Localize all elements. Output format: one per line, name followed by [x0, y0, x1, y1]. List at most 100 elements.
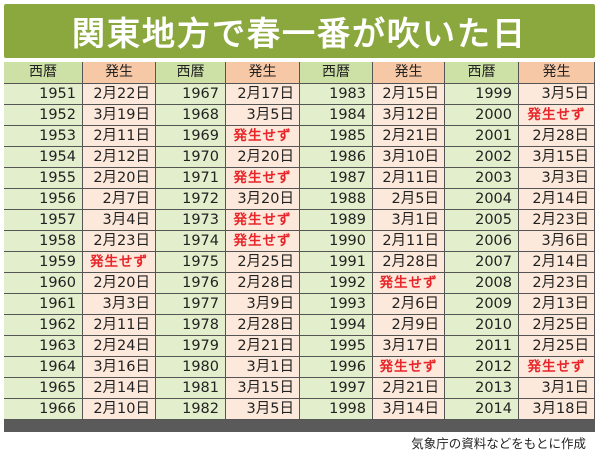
year-cell: 1972	[156, 189, 226, 210]
date-cell: 2月21日	[373, 126, 445, 147]
date-cell: 3月4日	[83, 210, 156, 231]
date-cell: 3月12日	[373, 105, 445, 126]
year-cell: 1976	[156, 273, 226, 294]
year-cell: 1973	[156, 210, 226, 231]
date-cell: 3月10日	[373, 147, 445, 168]
no-occurrence-cell: 発生せず	[226, 126, 300, 147]
date-cell: 3月16日	[83, 357, 156, 378]
year-cell: 1981	[156, 378, 226, 399]
source-note: 気象庁の資料などをもとに作成	[411, 436, 586, 451]
year-cell: 1967	[156, 84, 226, 105]
no-occurrence-cell: 発生せず	[226, 168, 300, 189]
year-cell: 2014	[445, 399, 519, 420]
date-cell: 3月3日	[519, 168, 595, 189]
date-cell: 2月14日	[83, 378, 156, 399]
year-cell: 1999	[445, 84, 519, 105]
year-cell: 1959	[4, 252, 83, 273]
year-cell: 1957	[4, 210, 83, 231]
date-cell: 2月23日	[519, 273, 595, 294]
no-occurrence-cell: 発生せず	[373, 357, 445, 378]
no-occurrence-cell: 発生せず	[519, 357, 595, 378]
column-header-occurrence: 発生	[519, 62, 595, 84]
date-cell: 2月6日	[373, 294, 445, 315]
no-occurrence-cell: 発生せず	[519, 105, 595, 126]
year-cell: 1960	[4, 273, 83, 294]
date-cell: 2月9日	[373, 315, 445, 336]
year-cell: 1962	[4, 315, 83, 336]
year-cell: 1980	[156, 357, 226, 378]
year-cell: 1983	[300, 84, 373, 105]
date-cell: 2月28日	[373, 252, 445, 273]
date-cell: 2月23日	[83, 231, 156, 252]
column-header-year: 西暦	[156, 62, 226, 84]
year-cell: 1982	[156, 399, 226, 420]
year-cell: 1995	[300, 336, 373, 357]
year-cell: 1975	[156, 252, 226, 273]
year-cell: 2004	[445, 189, 519, 210]
year-cell: 1970	[156, 147, 226, 168]
date-cell: 2月15日	[373, 84, 445, 105]
year-cell: 1978	[156, 315, 226, 336]
year-cell: 1985	[300, 126, 373, 147]
year-cell: 2011	[445, 336, 519, 357]
year-cell: 1958	[4, 231, 83, 252]
date-cell: 2月22日	[83, 84, 156, 105]
no-occurrence-cell: 発生せず	[373, 273, 445, 294]
year-cell: 1965	[4, 378, 83, 399]
date-cell: 3月15日	[519, 147, 595, 168]
year-cell: 1964	[4, 357, 83, 378]
year-cell: 1986	[300, 147, 373, 168]
column-header-occurrence: 発生	[373, 62, 445, 84]
date-cell: 2月17日	[226, 84, 300, 105]
date-cell: 2月10日	[83, 399, 156, 420]
page-title: 関東地方で春一番が吹いた日	[72, 14, 527, 53]
year-cell: 2000	[445, 105, 519, 126]
date-cell: 3月5日	[226, 399, 300, 420]
date-cell: 2月14日	[519, 189, 595, 210]
year-cell: 1991	[300, 252, 373, 273]
date-cell: 2月25日	[226, 252, 300, 273]
date-cell: 2月11日	[83, 126, 156, 147]
date-cell: 3月5日	[226, 105, 300, 126]
year-cell: 1988	[300, 189, 373, 210]
spring-wind-table: 西暦 発生 西暦 発生 西暦 発生 西暦 発生 1951 2月22日 1967 2月17日 1983 2月…	[4, 62, 595, 432]
year-cell: 2003	[445, 168, 519, 189]
year-cell: 2005	[445, 210, 519, 231]
date-cell: 3月14日	[373, 399, 445, 420]
column-header-occurrence: 発生	[83, 62, 156, 84]
no-occurrence-cell: 発生せず	[83, 252, 156, 273]
column-header-year: 西暦	[4, 62, 83, 84]
no-occurrence-cell: 発生せず	[226, 210, 300, 231]
year-cell: 1984	[300, 105, 373, 126]
date-cell: 2月20日	[226, 147, 300, 168]
date-cell: 2月5日	[373, 189, 445, 210]
year-cell: 2006	[445, 231, 519, 252]
date-cell: 2月7日	[83, 189, 156, 210]
date-cell: 2月14日	[519, 252, 595, 273]
year-cell: 2010	[445, 315, 519, 336]
year-cell: 1961	[4, 294, 83, 315]
year-cell: 2013	[445, 378, 519, 399]
date-cell: 2月28日	[226, 315, 300, 336]
date-cell: 2月11日	[83, 315, 156, 336]
year-cell: 1956	[4, 189, 83, 210]
date-cell: 2月25日	[519, 336, 595, 357]
date-cell: 3月19日	[83, 105, 156, 126]
date-cell: 3月1日	[519, 378, 595, 399]
date-cell: 2月12日	[83, 147, 156, 168]
year-cell: 1996	[300, 357, 373, 378]
date-cell: 2月24日	[83, 336, 156, 357]
date-cell: 3月20日	[226, 189, 300, 210]
year-cell: 1974	[156, 231, 226, 252]
date-cell: 3月1日	[226, 357, 300, 378]
year-cell: 1997	[300, 378, 373, 399]
year-cell: 1992	[300, 273, 373, 294]
date-cell: 2月20日	[83, 273, 156, 294]
date-cell: 3月1日	[373, 210, 445, 231]
date-cell: 2月11日	[373, 231, 445, 252]
year-cell: 1954	[4, 147, 83, 168]
year-cell: 1971	[156, 168, 226, 189]
year-cell: 2007	[445, 252, 519, 273]
date-cell: 3月6日	[519, 231, 595, 252]
date-cell: 2月25日	[519, 315, 595, 336]
